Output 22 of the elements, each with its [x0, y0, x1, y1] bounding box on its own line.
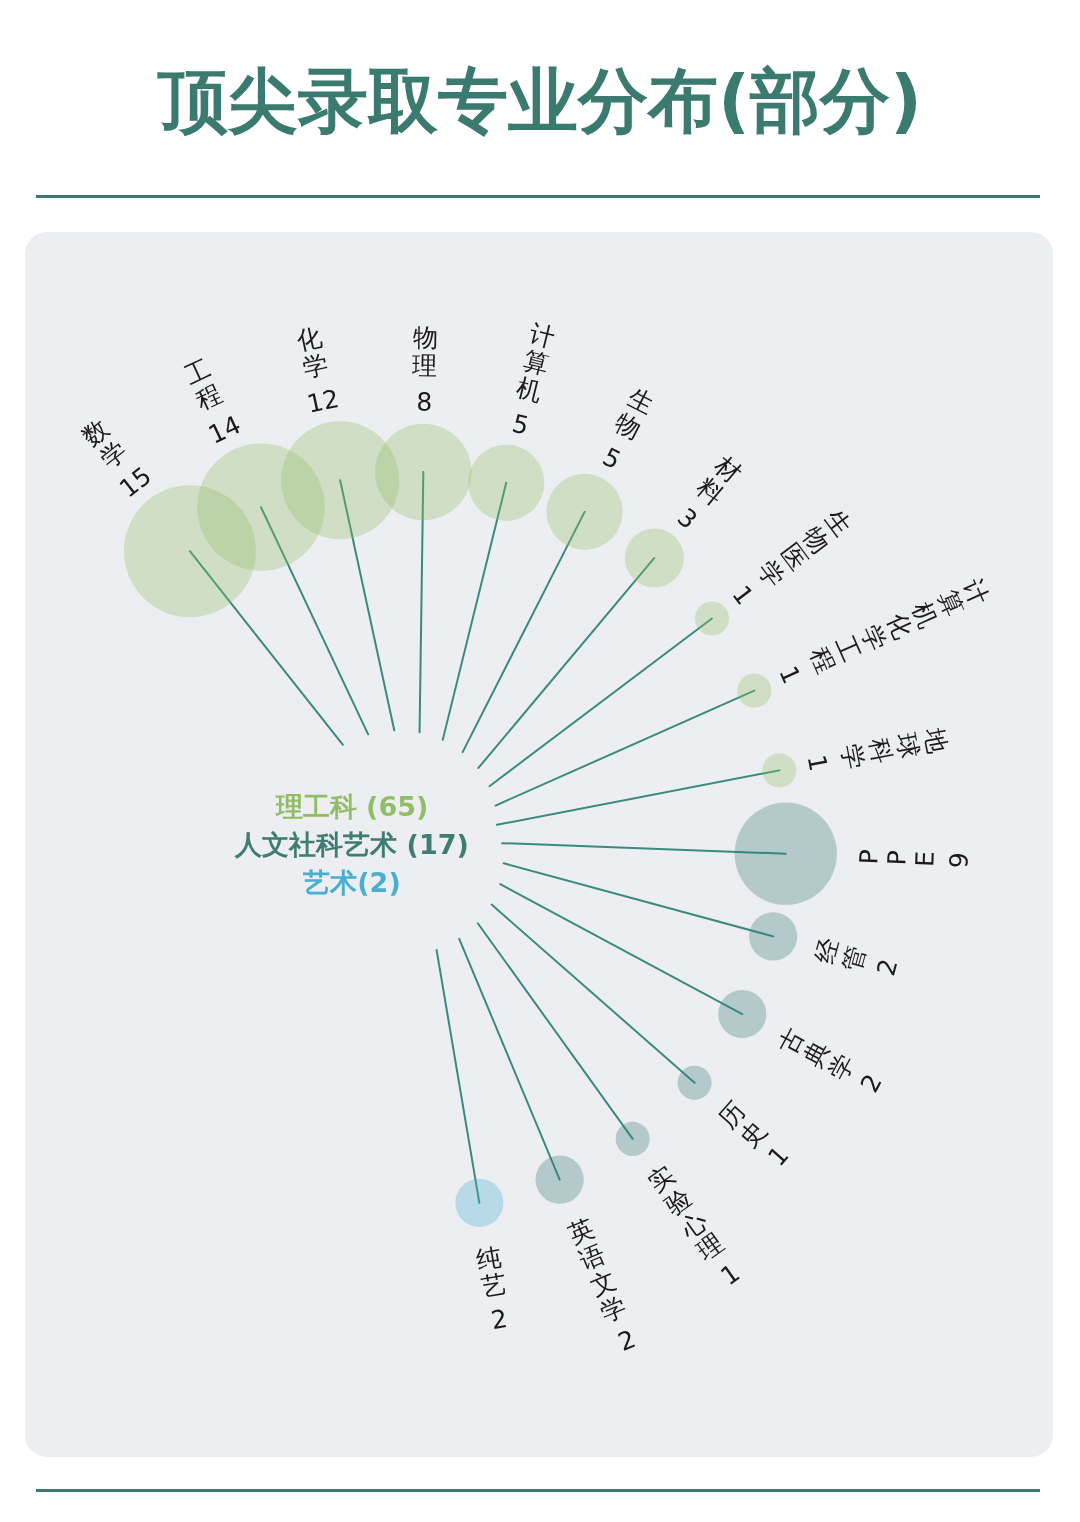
legend-label: 理工科 (65) [274, 791, 429, 823]
data-label: 12 [304, 383, 342, 419]
category-label: 化学 [294, 322, 331, 383]
legend-label: 艺术(2) [302, 867, 401, 899]
data-label: 1 [801, 752, 834, 774]
data-label: 1 [773, 661, 807, 689]
category-label: 经管 [810, 935, 872, 975]
category-label: 纯艺 [474, 1242, 509, 1303]
data-label: 9 [944, 851, 974, 869]
data-label: 2 [488, 1303, 510, 1336]
category-label: 数学 [77, 412, 133, 474]
data-label: 3 [671, 502, 703, 535]
data-label: 8 [416, 387, 433, 417]
legend-label: 人文社科艺术 (17) [234, 829, 469, 861]
data-label: 1 [762, 1140, 795, 1172]
data-label: 5 [509, 408, 532, 441]
text: 顶尖录取专业分布(部分) [156, 60, 923, 142]
category-label: 地球科学 [836, 724, 952, 772]
category-label: 物理 [412, 323, 438, 381]
category-label: PPE [854, 848, 940, 868]
data-label: 2 [871, 955, 904, 979]
category-label: 计算机 [513, 318, 559, 407]
